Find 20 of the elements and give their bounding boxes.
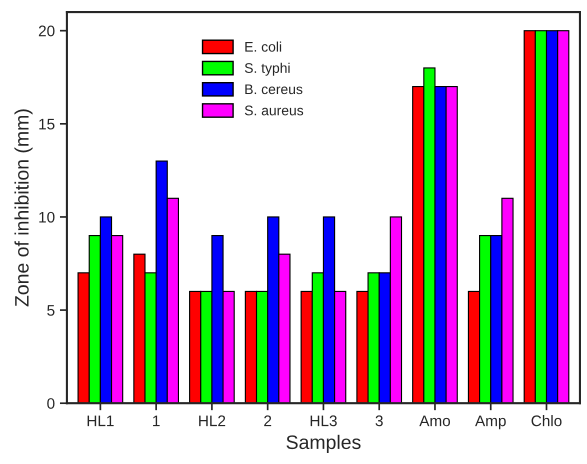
x-tick-label: 1 <box>153 416 160 426</box>
y-axis-title: Zone of inhibition (mm) <box>14 109 33 306</box>
y-tick-label: 15 <box>39 118 54 130</box>
x-tick-label: HL3 <box>310 415 337 426</box>
y-tick-label: 0 <box>47 398 55 409</box>
x-tick-label: Amp <box>475 416 506 430</box>
y-tick-label: 20 <box>38 26 55 36</box>
x-tick-label: 3 <box>376 415 383 426</box>
y-tick-label: 10 <box>39 212 55 223</box>
y-tick-label: 5 <box>47 305 54 316</box>
x-tick-label: 2 <box>264 415 272 426</box>
x-tick-label: HL1 <box>88 416 114 426</box>
x-tick-label: HL2 <box>199 415 226 426</box>
x-tick-label: Amo <box>419 416 450 426</box>
legend-label: S. typhi <box>244 62 290 76</box>
x-axis-title: Samples <box>286 434 361 453</box>
legend-label: E. coli <box>245 42 282 52</box>
legend-label: B. cereus <box>245 84 302 94</box>
x-tick-label: Chlo <box>532 415 562 426</box>
legend-label: S. aureus <box>244 106 304 116</box>
